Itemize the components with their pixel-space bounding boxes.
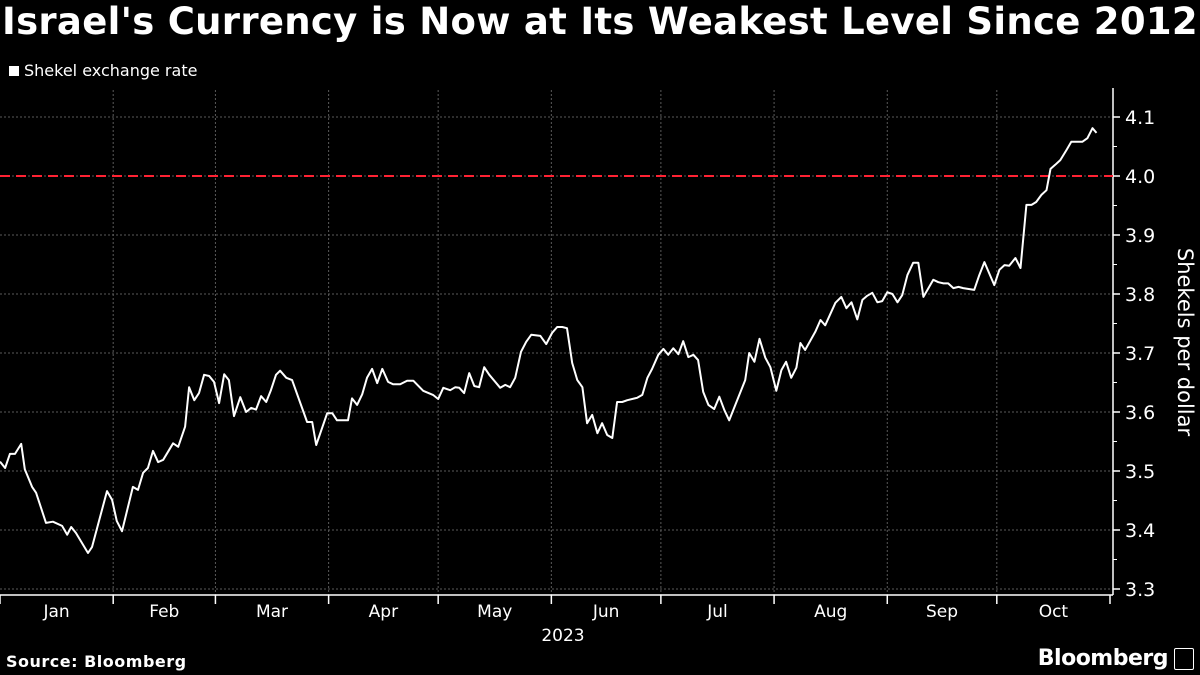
chart-title: Israel's Currency is Now at Its Weakest … bbox=[2, 0, 1198, 43]
x-tick-label: Jan bbox=[42, 602, 69, 622]
y-tick-label: 3.4 bbox=[1125, 520, 1155, 542]
x-tick-label: Feb bbox=[149, 602, 179, 622]
x-tick-label: May bbox=[477, 602, 512, 622]
y-tick-label: 3.7 bbox=[1125, 343, 1155, 365]
y-tick-label: 3.5 bbox=[1125, 461, 1155, 483]
x-tick-label: Jun bbox=[592, 602, 620, 622]
source-note: Source: Bloomberg bbox=[6, 652, 187, 671]
x-axis-label: 2023 bbox=[541, 626, 584, 646]
legend-label: Shekel exchange rate bbox=[24, 61, 198, 80]
y-tick-label: 3.6 bbox=[1125, 402, 1155, 424]
x-tick-label: Aug bbox=[814, 602, 847, 622]
x-tick-label: Mar bbox=[256, 602, 288, 622]
legend-swatch bbox=[9, 65, 19, 76]
series-line-shekel bbox=[0, 127, 1098, 554]
x-tick-label: Sep bbox=[926, 602, 958, 622]
x-tick-label: Oct bbox=[1039, 602, 1069, 622]
y-tick-label: 3.3 bbox=[1125, 579, 1155, 601]
y-axis-label: Shekels per dollar bbox=[1173, 248, 1197, 437]
chart-icon bbox=[1174, 648, 1194, 670]
y-tick-label: 3.9 bbox=[1125, 225, 1155, 247]
y-tick-label: 3.8 bbox=[1125, 284, 1155, 306]
bloomberg-logo: Bloomberg bbox=[1037, 646, 1169, 671]
y-tick-label: 4.0 bbox=[1125, 166, 1155, 188]
y-tick-label: 4.1 bbox=[1125, 107, 1155, 129]
legend: Shekel exchange rate bbox=[9, 61, 197, 80]
x-tick-label: Jul bbox=[706, 602, 728, 622]
x-tick-label: Apr bbox=[369, 602, 398, 622]
